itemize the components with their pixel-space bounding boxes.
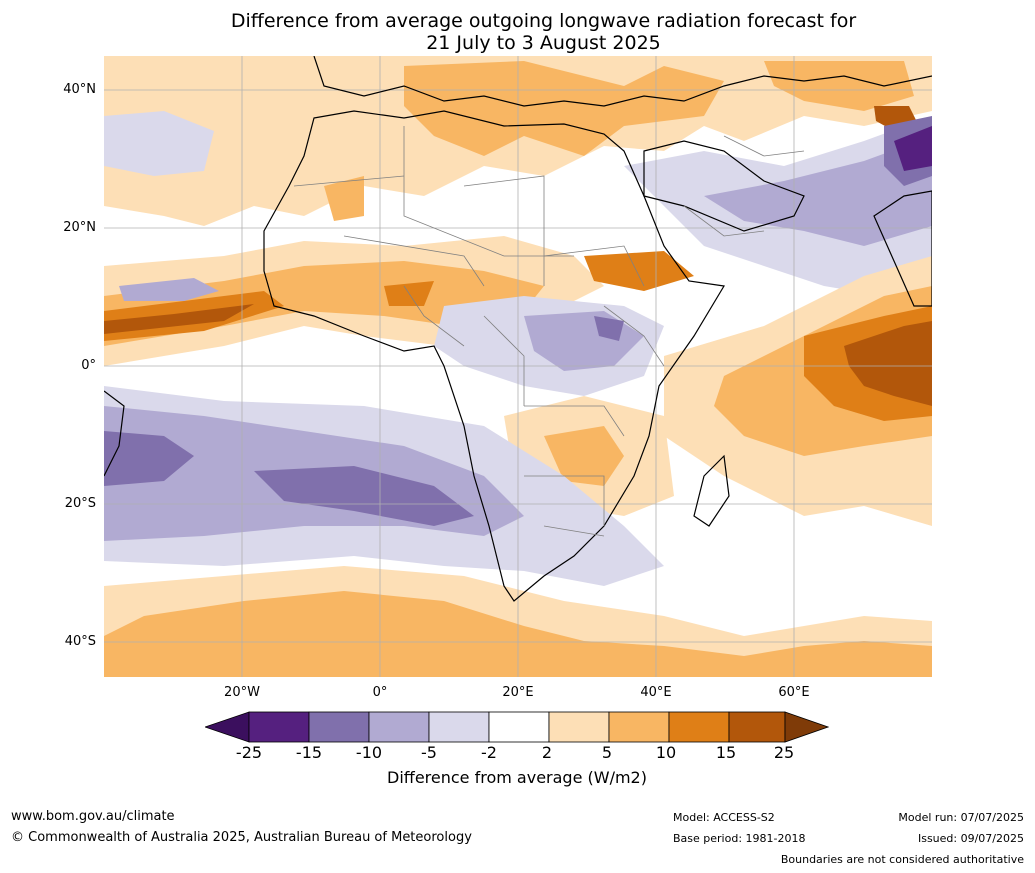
graticule (104, 56, 932, 677)
darkpurple-east-africa (594, 316, 624, 341)
colorbar-bin-2 (308, 711, 370, 743)
orange-southern-africa (544, 426, 624, 486)
country-borders (293, 126, 805, 537)
map-title: Difference from average outgoing longwav… (0, 10, 1035, 54)
madagascar-coastline (693, 454, 730, 527)
lat-label-20s: 20°S (64, 496, 96, 511)
map-canvas (104, 56, 932, 677)
model-run-date: Model run: 07/07/2025 (898, 811, 1024, 824)
colorbar-tick: -10 (355, 743, 383, 762)
colorbar-bin-4 (428, 711, 490, 743)
issued-date: Issued: 09/07/2025 (917, 832, 1024, 845)
boundaries-disclaimer: Boundaries are not considered authoritat… (780, 853, 1024, 866)
coastlines (104, 56, 932, 602)
colorbar-above-max (784, 711, 829, 743)
colorbar-tick: 2 (541, 743, 553, 762)
lightpurple-cape-verde (119, 278, 219, 301)
colorbar-below-min (205, 711, 250, 743)
lat-label-40s: 40°S (64, 634, 96, 649)
arabia-coastline (643, 140, 805, 232)
darkpurple-south-atlantic-2 (254, 466, 474, 526)
title-line-1: Difference from average outgoing longwav… (230, 10, 857, 32)
orange-west-sahara (324, 176, 364, 221)
colorbar-label: Difference from average (W/m2) (387, 768, 647, 787)
orange-north-1 (404, 61, 724, 156)
model-name: Model: ACCESS-S2 (673, 811, 775, 824)
south-america-coastline (104, 390, 125, 477)
colorbar-tick: 15 (715, 743, 737, 762)
website-link[interactable]: www.bom.gov.au/climate (11, 809, 175, 824)
lon-label-40e: 40°E (640, 685, 672, 700)
colorbar (205, 711, 829, 743)
brown-indian-ocean (844, 321, 932, 406)
india-coastline (873, 190, 932, 307)
olr-anomaly-map (104, 56, 932, 677)
europe-coastline (313, 56, 932, 107)
colorbar-bin-6 (548, 711, 610, 743)
colorbar-tick: -5 (421, 743, 437, 762)
colorbar-bin-9 (728, 711, 786, 743)
lon-label-0: 0° (372, 685, 388, 700)
lat-label-0: 0° (81, 358, 96, 373)
colorbar-tick: -2 (481, 743, 497, 762)
colorbar-bin-3 (368, 711, 430, 743)
colorbar-bin-8 (668, 711, 730, 743)
deeppurple-arabia (894, 126, 932, 171)
colorbar-tick: 10 (655, 743, 677, 762)
lon-label-20e: 20°E (502, 685, 534, 700)
lat-label-40n: 40°N (63, 82, 96, 97)
deeporange-atlantic-2 (104, 304, 254, 334)
colorbar-tick: -25 (235, 743, 263, 762)
africa-coastline (263, 110, 725, 602)
lon-label-60e: 60°E (778, 685, 810, 700)
darkpurple-south-atlantic-1 (104, 431, 194, 486)
base-period: Base period: 1981-2018 (673, 832, 806, 845)
copyright-text: © Commonwealth of Australia 2025, Austra… (11, 830, 472, 845)
colorbar-bin-5 (488, 711, 550, 743)
colorbar-tick: 25 (773, 743, 795, 762)
colorbar-tick: -15 (295, 743, 323, 762)
deeporange-sudan (584, 251, 694, 291)
title-line-2: 21 July to 3 August 2025 (426, 32, 661, 54)
colorbar-bin-7 (608, 711, 670, 743)
lavender-north-atlantic (104, 111, 214, 176)
orange-north-2 (764, 61, 914, 111)
colorbar-bin-1 (248, 711, 310, 743)
colorbar-tick: 5 (601, 743, 613, 762)
lat-label-20n: 20°N (63, 220, 96, 235)
lon-label-20w: 20°W (224, 685, 260, 700)
